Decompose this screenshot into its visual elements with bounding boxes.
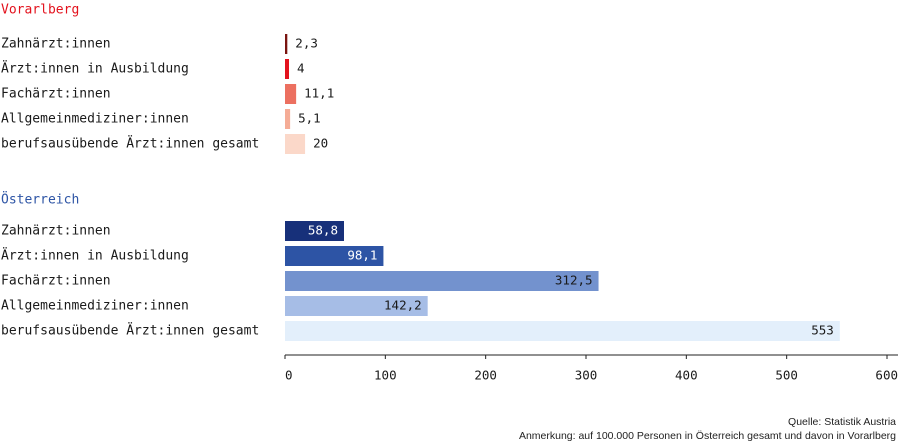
- category-label: Zahnärzt:innen: [1, 37, 111, 52]
- value-label: 4: [297, 61, 305, 76]
- bar: [285, 246, 384, 266]
- category-label: Allgemeinmediziner:innen: [1, 299, 189, 314]
- group-title-vorarlberg: Vorarlberg: [1, 3, 79, 18]
- x-tick-label: 300: [575, 368, 598, 383]
- source-note: Quelle: Statistik Austria: [788, 416, 896, 428]
- category-label: Ärzt:innen in Ausbildung: [1, 248, 189, 264]
- value-label: 2,3: [295, 36, 318, 51]
- x-tick-label: 0: [285, 368, 293, 383]
- value-label: 11,1: [304, 86, 334, 101]
- annotation-note: Anmerkung: auf 100.000 Personen in Öster…: [518, 430, 896, 442]
- value-label: 58,8: [308, 223, 338, 238]
- bar: [285, 134, 306, 154]
- bar: [285, 59, 290, 79]
- value-label: 312,5: [555, 273, 593, 288]
- bar: [285, 34, 288, 54]
- category-label: Fachärzt:innen: [1, 274, 111, 289]
- bar: [285, 271, 599, 291]
- value-label: 5,1: [298, 111, 321, 126]
- x-tick-label: 600: [875, 368, 898, 383]
- x-tick-label: 500: [775, 368, 798, 383]
- value-label: 98,1: [347, 248, 377, 263]
- x-tick-label: 200: [474, 368, 497, 383]
- bar: [285, 321, 840, 341]
- category-label: Fachärzt:innen: [1, 87, 111, 102]
- category-label: Zahnärzt:innen: [1, 224, 111, 239]
- bar: [285, 221, 344, 241]
- value-label: 553: [811, 323, 834, 338]
- category-label: berufsausübende Ärzt:innen gesamt: [1, 323, 259, 339]
- x-tick-label: 100: [374, 368, 397, 383]
- x-tick-label: 400: [675, 368, 698, 383]
- bar: [285, 84, 297, 104]
- value-label: 20: [313, 136, 328, 151]
- category-label: Allgemeinmediziner:innen: [1, 112, 189, 127]
- group-title-oesterreich: Österreich: [1, 191, 79, 208]
- value-label: 142,2: [384, 298, 422, 313]
- bar: [285, 296, 428, 316]
- category-label: Ärzt:innen in Ausbildung: [1, 61, 189, 77]
- bar: [285, 109, 291, 129]
- category-label: berufsausübende Ärzt:innen gesamt: [1, 136, 259, 152]
